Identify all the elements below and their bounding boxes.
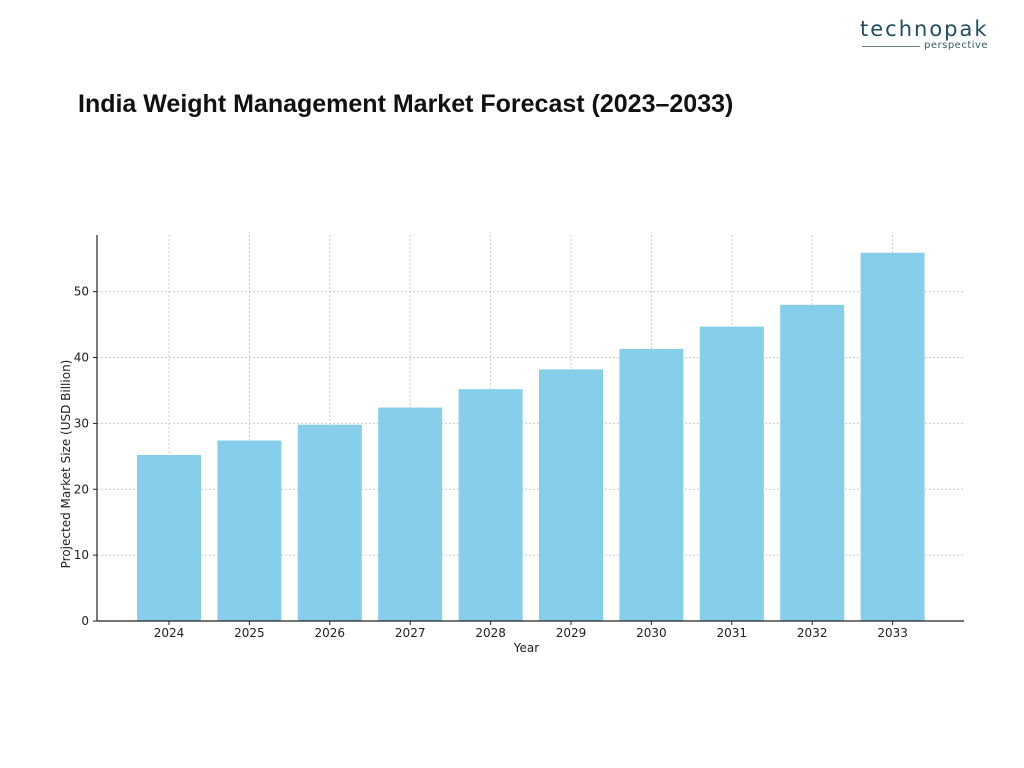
bar-2031	[699, 326, 764, 621]
bar-2024	[137, 455, 201, 621]
brand-rule	[862, 46, 920, 47]
x-tick-label: 2028	[475, 626, 506, 640]
x-tick-label: 2025	[234, 626, 265, 640]
bar-2030	[619, 348, 684, 621]
y-tick-label: 30	[74, 416, 89, 430]
x-tick-label: 2024	[154, 626, 185, 640]
bars	[137, 252, 925, 622]
x-tick-label: 2029	[556, 626, 587, 640]
bar-2028	[458, 389, 523, 621]
x-tick-label: 2032	[797, 626, 828, 640]
x-axis-label: Year	[513, 641, 539, 655]
axes	[93, 235, 964, 625]
bar-2026	[297, 424, 362, 621]
bar-2027	[378, 407, 443, 621]
y-tick-label: 40	[74, 351, 89, 365]
x-tick-label: 2033	[877, 626, 908, 640]
x-tick-label: 2030	[636, 626, 667, 640]
bar-2029	[539, 369, 603, 621]
bar-2032	[780, 304, 845, 621]
y-tick-label: 0	[81, 614, 89, 628]
y-tick-label: 50	[74, 285, 89, 299]
chart-title: India Weight Management Market Forecast …	[78, 90, 734, 118]
brand-logo: technopak perspective	[860, 16, 992, 51]
x-tick-label: 2026	[315, 626, 346, 640]
y-axis-label: Projected Market Size (USD Billion)	[59, 360, 73, 569]
brand-tagline: perspective	[924, 40, 989, 51]
bar-2025	[217, 440, 282, 621]
x-tick-label: 2031	[717, 626, 748, 640]
y-tick-label: 20	[74, 482, 89, 496]
y-tick-label: 10	[74, 548, 89, 562]
bar-2033	[860, 252, 925, 622]
x-tick-label: 2027	[395, 626, 426, 640]
brand-name: technopak	[860, 17, 989, 41]
